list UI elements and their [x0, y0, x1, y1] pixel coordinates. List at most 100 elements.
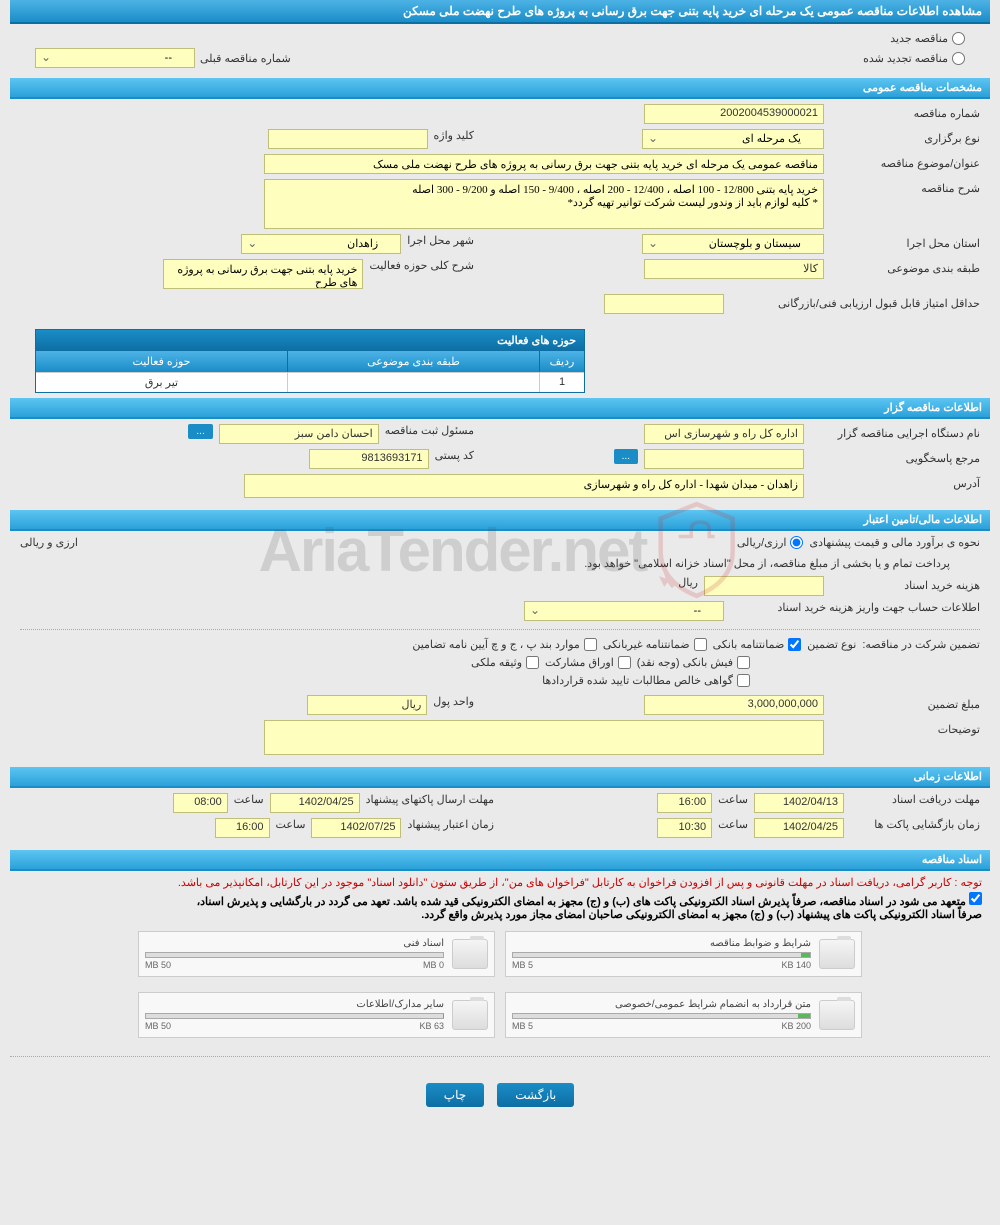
validity-date: 1402/07/25 [311, 818, 401, 838]
chk-non-bank-guar-label: ضمانتنامه غیربانکی [603, 638, 690, 651]
doc-box[interactable]: اسناد فنی 0 MB50 MB [138, 931, 495, 977]
doc-title: شرایط و ضوابط مناقصه [512, 938, 811, 949]
table-row: 1 تیر برق [36, 372, 584, 392]
validity-label: زمان اعتبار پیشنهاد [407, 818, 494, 831]
docs-black-note2: صرفاً اسناد الکترونیکی پاکت های پیشنهاد … [18, 908, 982, 921]
doc-used: 140 KB [781, 960, 811, 970]
activity-desc-field[interactable]: خرید پایه بتنی جهت برق رسانی به پروژه ها… [163, 259, 363, 289]
td-idx: 1 [539, 373, 584, 392]
submit-deadline-date: 1402/04/25 [270, 793, 360, 813]
unit-field: ریال [307, 695, 427, 715]
title-label: عنوان/موضوع مناقصه [830, 154, 980, 170]
activity-table: حوزه های فعالیت ردیف طبقه بندی موضوعی حو… [35, 329, 585, 393]
page-title: مشاهده اطلاعات مناقصه عمومی یک مرحله ای … [10, 0, 990, 24]
hour-label-2: ساعت [234, 793, 264, 806]
doc-box[interactable]: متن قرارداد به انضمام شرایط عمومی/خصوصی … [505, 992, 862, 1038]
chk-bylaw[interactable] [584, 638, 597, 651]
radio-renewed-label: مناقصه تجدید شده [863, 52, 948, 65]
chk-property[interactable] [526, 656, 539, 669]
ref-more-button[interactable]: ... [614, 449, 638, 464]
org-name-field: اداره کل راه و شهرسازی اس [644, 424, 804, 444]
chk-clearance[interactable] [737, 674, 750, 687]
submit-deadline-label: مهلت ارسال پاکتهای پیشنهاد [366, 793, 494, 806]
doc-cost-label: هزینه خرید اسناد [830, 576, 980, 592]
guarantee-label: تضمین شرکت در مناقصه: [862, 638, 980, 651]
doc-total: 50 MB [145, 1021, 171, 1031]
guarantee-type-label: نوع تضمین [807, 638, 856, 651]
doc-used: 200 KB [781, 1021, 811, 1031]
notes-textarea[interactable] [264, 720, 824, 755]
doc-total: 5 MB [512, 1021, 533, 1031]
keyword-input[interactable] [268, 129, 428, 149]
registrar-more-button[interactable]: ... [188, 424, 212, 439]
doc-box[interactable]: سایر مدارک/اطلاعات 63 KB50 MB [138, 992, 495, 1038]
open-time: 10:30 [657, 818, 712, 838]
financial-note: پرداخت تمام و یا بخشی از مبلغ مناقصه، از… [20, 557, 980, 570]
prev-tender-select[interactable]: -- [35, 48, 195, 68]
radio-both-label: ارزی و ریالی [20, 536, 78, 549]
chk-bank-guar-label: ضمانتنامه بانکی [713, 638, 785, 651]
unit-label: واحد پول [433, 695, 474, 708]
open-date: 1402/04/25 [754, 818, 844, 838]
min-score-input[interactable] [604, 294, 724, 314]
keyword-label: کلید واژه [434, 129, 474, 142]
desc-textarea[interactable]: خرید پایه بتنی 12/800 - 100 اصله ، 12/40… [264, 179, 824, 229]
radio-renewed-tender[interactable] [952, 52, 965, 65]
footer-buttons: بازگشت چاپ [10, 1065, 990, 1142]
doc-deadline-time: 16:00 [657, 793, 712, 813]
chk-non-bank-guar[interactable] [694, 638, 707, 651]
doc-used: 0 MB [423, 960, 444, 970]
activity-table-header: ردیف طبقه بندی موضوعی حوزه فعالیت [36, 351, 584, 372]
docs-black-note1: متعهد می شود در اسناد مناقصه، صرفاً پذیر… [197, 896, 966, 908]
td-category [287, 373, 539, 392]
hour-label-1: ساعت [718, 793, 748, 806]
ref-label: مرجع پاسخگویی [810, 449, 980, 465]
open-label: زمان بازگشایی پاکت ها [850, 818, 980, 831]
chk-bank-receipt[interactable] [737, 656, 750, 669]
radio-new-label: مناقصه جدید [890, 32, 948, 45]
tender-num-label: شماره مناقصه [830, 104, 980, 120]
category-field: کالا [644, 259, 824, 279]
docs-row-2: متن قرارداد به انضمام شرایط عمومی/خصوصی … [18, 987, 982, 1043]
desc-label: شرح مناقصه [830, 179, 980, 195]
chk-clearance-label: گواهی خالص مطالبات تایید شده قراردادها [542, 674, 733, 687]
folder-icon [452, 1000, 488, 1030]
progress-bar [145, 1013, 444, 1019]
amount-field: 3,000,000,000 [644, 695, 824, 715]
validity-time: 16:00 [215, 818, 270, 838]
submit-deadline-time: 08:00 [173, 793, 228, 813]
back-button[interactable]: بازگشت [497, 1083, 574, 1107]
address-field[interactable]: زاهدان - میدان شهدا - اداره کل راه و شهر… [244, 474, 804, 498]
radio-new-tender[interactable] [952, 32, 965, 45]
account-select[interactable]: -- [524, 601, 724, 621]
docs-red-note: توجه : کاربر گرامی، دریافت اسناد در مهلت… [18, 876, 982, 889]
chk-bank-guar[interactable] [788, 638, 801, 651]
doc-cost-input[interactable] [704, 576, 824, 596]
type-label: نوع برگزاری [830, 129, 980, 145]
doc-total: 50 MB [145, 960, 171, 970]
title-field[interactable] [264, 154, 824, 174]
min-score-label: حداقل امتیاز قابل قبول ارزیابی فنی/بازرگ… [730, 294, 980, 310]
amount-label: مبلغ تضمین [830, 695, 980, 711]
doc-title: متن قرارداد به انضمام شرایط عمومی/خصوصی [512, 999, 811, 1010]
folder-icon [819, 939, 855, 969]
province-label: استان محل اجرا [830, 234, 980, 250]
city-select[interactable]: زاهدان [241, 234, 401, 254]
print-button[interactable]: چاپ [426, 1083, 484, 1107]
activity-table-title: حوزه های فعالیت [36, 330, 584, 351]
postal-label: کد پستی [435, 449, 474, 462]
type-select[interactable]: یک مرحله ای [642, 129, 824, 149]
account-label: اطلاعات حساب جهت واریز هزینه خرید اسناد [730, 601, 980, 614]
chk-securities[interactable] [618, 656, 631, 669]
est-label: نحوه ی برآورد مالی و قیمت پیشنهادی [809, 536, 980, 549]
radio-fx[interactable] [790, 536, 803, 549]
province-select[interactable]: سیستان و بلوچستان [642, 234, 824, 254]
ref-field [644, 449, 804, 469]
chk-commitment[interactable] [969, 892, 982, 905]
chk-bylaw-label: موارد بند پ ، ج و چ آیین نامه تضامین [412, 638, 579, 651]
doc-box[interactable]: شرایط و ضوابط مناقصه 140 KB5 MB [505, 931, 862, 977]
progress-bar [512, 952, 811, 958]
registrar-label: مسئول ثبت مناقصه [385, 424, 474, 437]
tender-num-field: 2002004539000021 [644, 104, 824, 124]
tender-status-radios: مناقصه جدید مناقصه تجدید شده شماره مناقص… [10, 24, 990, 76]
